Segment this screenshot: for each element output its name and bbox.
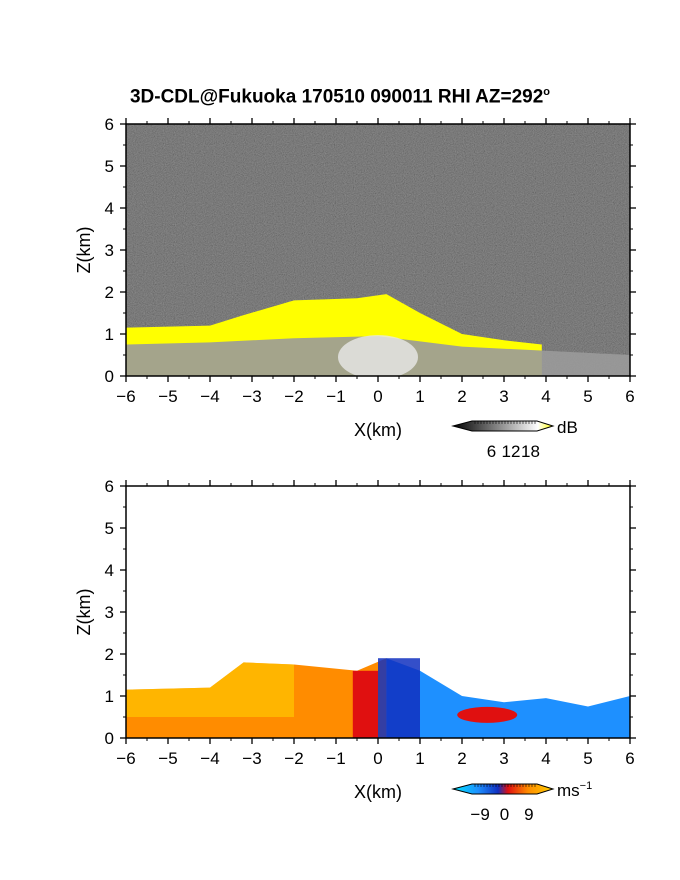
colorbar-tick-label: 0 [500, 805, 509, 824]
velocity-axes: −6 −5 −4 −3 −2 −1 0 1 2 3 4 5 6 0 1 2 3 4 5 6 [105, 477, 636, 768]
strong-negative-band [378, 658, 420, 738]
x-tick-label: −5 [158, 387, 177, 406]
x-tick-label: −3 [242, 749, 261, 768]
colorbar-tick-label: −9 [470, 805, 489, 824]
intensity-colorbar-ticks: 6 12 18 [474, 421, 540, 461]
x-tick-label: 2 [457, 387, 466, 406]
degree-mark: o [543, 86, 551, 98]
intensity-colorbar: 6 12 18 dB [451, 418, 578, 461]
x-tick-label: 3 [499, 749, 508, 768]
x-tick-label: 6 [625, 387, 634, 406]
y-tick-label: 4 [105, 199, 114, 218]
colorbar-tick-label: 18 [521, 442, 540, 461]
x-tick-label: 6 [625, 749, 634, 768]
negative-velocity-region [386, 658, 630, 738]
x-tick-label: 4 [541, 749, 550, 768]
intensity-axes: −6 −5 −4 −3 −2 −1 0 1 2 3 4 5 6 0 1 2 3 4 5 6 [105, 115, 636, 406]
y-tick-label: 0 [105, 367, 114, 386]
colorbar-tick-label: 12 [502, 442, 521, 461]
velocity-panel: −6 −5 −4 −3 −2 −1 0 1 2 3 4 5 6 0 1 2 3 4 5 6 X(km) Z(km) −… [74, 477, 636, 824]
x-tick-label: −4 [200, 387, 219, 406]
x-tick-label: 3 [499, 387, 508, 406]
x-tick-label: 4 [541, 387, 550, 406]
y-tick-label: 3 [105, 241, 114, 260]
velocity-colorbar-unit: ms−1 [557, 780, 592, 800]
velocity-colorbar: −9 0 9 ms−1 [451, 780, 592, 824]
positive-velocity-patch [457, 706, 518, 723]
x-tick-label: −2 [284, 387, 303, 406]
x-tick-label: −1 [326, 387, 345, 406]
intensity-colorbar-unit: dB [557, 418, 578, 437]
velocity-colorbar-unit-base: ms [557, 781, 580, 800]
x-tick-label: 1 [415, 749, 424, 768]
intensity-colorbar-bar [451, 420, 555, 432]
velocity-xlabel: X(km) [354, 782, 402, 802]
velocity-colorbar-bar [451, 783, 555, 795]
y-tick-label: 6 [105, 477, 114, 496]
colorbar-tick-label: 9 [524, 805, 533, 824]
x-tick-label: 5 [583, 749, 592, 768]
x-tick-label: −6 [116, 387, 135, 406]
x-tick-label: 1 [415, 387, 424, 406]
y-tick-label: 1 [105, 325, 114, 344]
title-text: 3D-CDL@Fukuoka 170510 090011 RHI AZ=292 [129, 86, 544, 108]
velocity-ylabel: Z(km) [74, 589, 94, 636]
page-title: 3D-CDL@Fukuoka 170510 090011 RHI AZ=292o [0, 86, 680, 108]
velocity-echo-layers [126, 658, 630, 738]
bright-core [338, 335, 418, 376]
velocity-colorbar-unit-exponent: −1 [580, 780, 593, 792]
x-tick-label: 2 [457, 749, 466, 768]
colorbar-tick-label: 6 [487, 442, 496, 461]
intensity-echo-layers [126, 294, 630, 376]
y-tick-label: 5 [105, 519, 114, 538]
y-tick-label: 6 [105, 115, 114, 134]
x-tick-label: −1 [326, 749, 345, 768]
x-tick-label: 5 [583, 387, 592, 406]
x-tick-label: 0 [373, 749, 382, 768]
weak-positive-region [126, 662, 294, 717]
intensity-xlabel: X(km) [354, 420, 402, 440]
x-tick-label: −4 [200, 749, 219, 768]
strong-positive-band [352, 670, 378, 738]
x-tick-label: −2 [284, 749, 303, 768]
y-tick-label: 0 [105, 729, 114, 748]
y-tick-label: 5 [105, 157, 114, 176]
x-tick-label: −6 [116, 749, 135, 768]
y-tick-label: 2 [105, 283, 114, 302]
x-tick-label: 0 [373, 387, 382, 406]
x-tick-label: −5 [158, 749, 177, 768]
y-tick-label: 2 [105, 645, 114, 664]
y-tick-label: 4 [105, 561, 114, 580]
velocity-colorbar-ticks: −9 0 9 [470, 784, 536, 824]
intensity-ylabel: Z(km) [74, 227, 94, 274]
y-tick-label: 1 [105, 687, 114, 706]
y-tick-label: 3 [105, 603, 114, 622]
x-tick-label: −3 [242, 387, 261, 406]
